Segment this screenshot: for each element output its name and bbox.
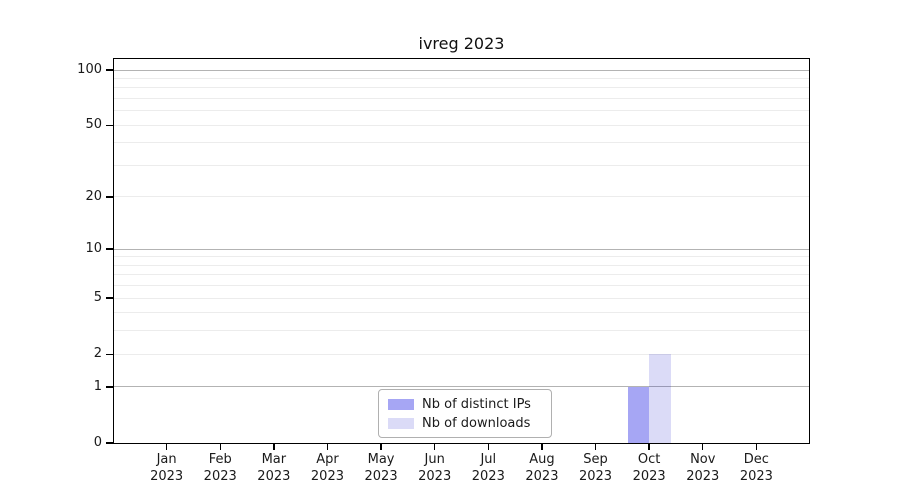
year-label: 2023 xyxy=(471,468,505,484)
month-label: Jun xyxy=(424,452,445,467)
legend: Nb of distinct IPs Nb of downloads xyxy=(378,389,552,438)
month-label: May xyxy=(367,452,395,467)
legend-item-downloads: Nb of downloads xyxy=(388,416,542,431)
x-axis-tick-label: Mar 2023 xyxy=(238,452,310,485)
minor-gridline xyxy=(114,77,809,79)
month-label: Feb xyxy=(208,452,232,467)
major-gridline xyxy=(114,69,809,71)
month-label: Mar xyxy=(261,452,287,467)
x-axis-tick xyxy=(165,444,168,450)
x-axis-tick xyxy=(594,444,597,450)
year-label: 2023 xyxy=(686,468,720,484)
minor-gridline xyxy=(114,196,809,198)
minor-gridline xyxy=(114,297,809,299)
x-axis-tick-label: Aug 2023 xyxy=(506,452,578,485)
y-axis-tick-label: 100 xyxy=(77,62,102,77)
x-axis-tick-label: Jan 2023 xyxy=(131,452,203,485)
minor-gridline xyxy=(114,110,809,112)
month-label: Jan xyxy=(156,452,177,467)
plot-area xyxy=(113,58,810,444)
y-axis-tick-label: 2 xyxy=(93,346,102,362)
x-axis-tick-label: Dec 2023 xyxy=(720,452,792,485)
month-label: Nov xyxy=(690,452,716,467)
year-label: 2023 xyxy=(578,468,613,484)
month-label: Aug xyxy=(529,452,555,467)
month-label: Dec xyxy=(743,452,769,467)
legend-label-downloads: Nb of downloads xyxy=(422,415,531,431)
y-axis-tick-label: 0 xyxy=(93,435,102,450)
y-axis-tick-label: 50 xyxy=(85,117,102,133)
year-label: 2023 xyxy=(257,468,291,484)
year-label: 2023 xyxy=(739,468,773,484)
x-axis-tick-label: May 2023 xyxy=(345,452,417,485)
bar-distinct-ips-oct xyxy=(627,386,650,443)
minor-gridline xyxy=(114,274,809,276)
x-axis-tick-label: Nov 2023 xyxy=(667,452,739,485)
y-axis-tick-label: 5 xyxy=(93,290,102,306)
minor-gridline xyxy=(114,87,809,89)
minor-gridline xyxy=(114,330,809,332)
year-label: 2023 xyxy=(150,468,184,484)
minor-gridline xyxy=(114,256,809,258)
y-axis-tick xyxy=(106,124,113,126)
month-label: Sep xyxy=(583,452,608,467)
major-gridline xyxy=(114,248,809,250)
minor-gridline xyxy=(114,353,809,355)
distinct-ips-swatch-icon xyxy=(388,398,414,410)
year-label: 2023 xyxy=(418,468,452,484)
x-axis-tick xyxy=(273,444,275,450)
x-axis-tick-label: Sep 2023 xyxy=(560,452,632,485)
y-axis-tick-label: 10 xyxy=(85,241,102,257)
y-axis-tick xyxy=(106,442,113,444)
minor-gridline xyxy=(114,264,809,266)
x-axis-tick xyxy=(487,444,489,450)
downloads-swatch-icon xyxy=(388,417,414,429)
x-axis-tick-label: Jun 2023 xyxy=(399,452,471,485)
x-axis-tick xyxy=(541,444,543,450)
legend-item-distinct-ips: Nb of distinct IPs xyxy=(388,397,542,412)
chart-title: ivreg 2023 xyxy=(418,34,505,53)
x-axis-tick-label: Jul 2023 xyxy=(452,452,524,485)
legend-label-distinct-ips: Nb of distinct IPs xyxy=(422,396,531,412)
x-axis-tick xyxy=(380,444,382,450)
y-axis-tick xyxy=(106,69,113,71)
major-gridline xyxy=(114,386,809,388)
minor-gridline xyxy=(114,124,809,126)
minor-gridline xyxy=(114,142,809,144)
year-label: 2023 xyxy=(525,468,559,484)
year-label: 2023 xyxy=(310,468,344,484)
x-axis-tick-label: Apr 2023 xyxy=(291,452,363,485)
x-axis-tick xyxy=(755,444,758,450)
y-axis-tick xyxy=(106,353,113,355)
year-label: 2023 xyxy=(203,468,237,484)
month-label: Oct xyxy=(637,452,661,467)
x-axis-tick xyxy=(219,444,221,450)
month-label: Apr xyxy=(316,452,339,467)
minor-gridline xyxy=(114,312,809,314)
y-axis-tick xyxy=(106,248,113,250)
year-label: 2023 xyxy=(632,468,666,484)
y-axis-tick-label: 20 xyxy=(85,188,102,204)
y-axis-tick-label: 1 xyxy=(93,378,102,394)
year-label: 2023 xyxy=(364,468,398,484)
minor-gridline xyxy=(114,97,809,99)
x-axis-tick xyxy=(433,444,436,450)
x-axis-tick-label: Feb 2023 xyxy=(184,452,256,485)
x-axis-tick xyxy=(648,444,650,450)
x-axis-tick xyxy=(326,444,329,450)
minor-gridline xyxy=(114,164,809,166)
y-axis-tick xyxy=(106,196,113,198)
y-axis-tick xyxy=(106,386,113,388)
minor-gridline xyxy=(114,285,809,287)
x-axis-tick xyxy=(702,444,704,450)
bar-downloads-oct xyxy=(649,354,671,443)
month-label: Jul xyxy=(480,452,497,467)
y-axis-tick xyxy=(106,297,113,299)
x-axis-tick-label: Oct 2023 xyxy=(613,452,685,485)
